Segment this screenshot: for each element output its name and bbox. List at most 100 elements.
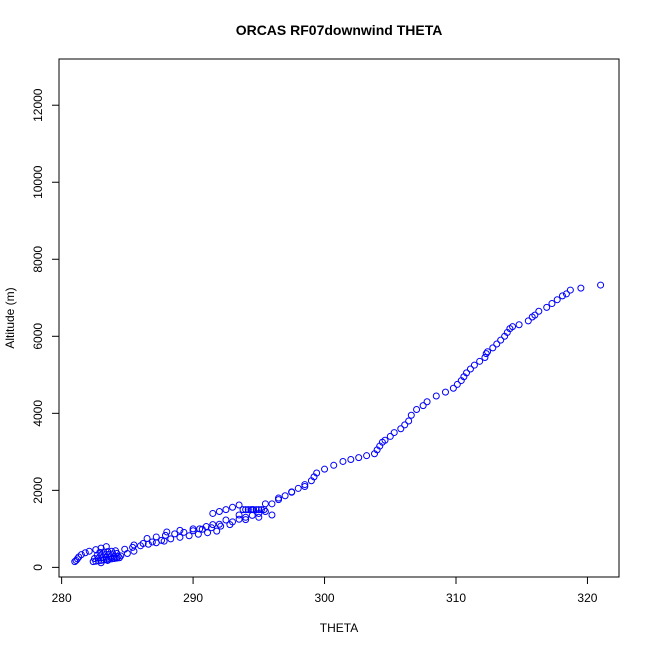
data-point (482, 350, 490, 358)
data-point (215, 520, 223, 528)
data-point (189, 525, 197, 533)
data-point (484, 348, 492, 356)
x-tick-label: 310 (446, 591, 466, 605)
data-point (161, 531, 169, 539)
data-point (117, 552, 125, 560)
data-point (239, 506, 247, 514)
data-point (255, 513, 263, 521)
data-point (255, 509, 263, 517)
data-point (77, 551, 85, 559)
data-point (413, 405, 421, 413)
data-point (419, 402, 427, 410)
data-point (386, 432, 394, 440)
data-point (397, 425, 405, 433)
data-point (73, 555, 81, 563)
data-point (509, 323, 517, 331)
data-point (180, 528, 188, 536)
data-point (463, 369, 471, 377)
data-point (476, 357, 484, 365)
data-point (235, 501, 243, 509)
data-point (470, 361, 478, 369)
data-point (248, 511, 256, 519)
data-point (148, 538, 156, 546)
data-point (171, 530, 179, 538)
y-tick-label: 8000 (31, 246, 45, 273)
data-point (96, 548, 104, 556)
data-point (301, 481, 309, 489)
data-point (268, 511, 276, 519)
data-point (401, 421, 409, 429)
data-point (189, 527, 197, 535)
data-point (261, 508, 269, 516)
data-point (432, 392, 440, 400)
data-point (548, 300, 556, 308)
data-point (449, 384, 457, 392)
data-point (381, 436, 389, 444)
data-point (104, 548, 112, 556)
y-tick-label: 10000 (31, 165, 45, 199)
x-tick-label: 320 (577, 591, 597, 605)
x-tick-label: 300 (315, 591, 335, 605)
data-point (81, 549, 89, 557)
data-point (294, 484, 302, 492)
data-point (313, 469, 321, 477)
data-point (110, 554, 118, 562)
data-point (202, 523, 210, 531)
y-axis-label: Altitude (m) (3, 287, 17, 348)
data-point (558, 292, 566, 300)
y-tick-label: 0 (31, 564, 45, 571)
data-point (301, 482, 309, 490)
data-point (497, 336, 505, 344)
data-point (196, 525, 204, 533)
data-point (130, 541, 138, 549)
data-point (152, 533, 160, 541)
data-point (163, 528, 171, 536)
data-point (268, 500, 276, 508)
data-point (390, 429, 398, 437)
data-point (466, 365, 474, 373)
data-points (71, 281, 605, 567)
data-point (288, 488, 296, 496)
chart-title: ORCAS RF07downwind THETA (236, 22, 443, 38)
data-point (524, 317, 532, 325)
data-point (321, 465, 329, 473)
data-point (493, 340, 501, 348)
data-point (102, 543, 110, 551)
data-point (242, 513, 250, 521)
data-point (363, 452, 371, 460)
data-point (261, 500, 269, 508)
data-point (407, 411, 415, 419)
data-point (167, 535, 175, 543)
data-point (139, 539, 147, 547)
y-tick-label: 6000 (31, 323, 45, 350)
data-point (97, 559, 105, 567)
data-point (217, 522, 225, 530)
data-point (489, 344, 497, 352)
data-point (215, 508, 223, 516)
data-point (347, 456, 355, 464)
data-point (229, 503, 237, 511)
data-point (176, 526, 184, 534)
data-point (222, 516, 230, 524)
data-point (121, 545, 129, 553)
data-point (242, 516, 250, 524)
data-point (100, 548, 108, 556)
data-point (330, 461, 338, 469)
data-point (235, 511, 243, 519)
data-point (535, 307, 543, 315)
data-point (453, 380, 461, 388)
data-point (229, 518, 237, 526)
data-point (207, 524, 215, 532)
data-point (577, 284, 585, 292)
data-point (158, 536, 166, 544)
x-axis-label: THETA (320, 621, 358, 635)
x-axis: 280 290 300 310 320 (52, 576, 598, 605)
x-tick-label: 290 (183, 591, 203, 605)
data-point (185, 532, 193, 540)
y-tick-label: 12000 (31, 88, 45, 122)
data-point (213, 527, 221, 535)
data-point (441, 388, 449, 396)
data-point (209, 509, 217, 517)
data-point (339, 457, 347, 465)
data-point (85, 547, 93, 555)
